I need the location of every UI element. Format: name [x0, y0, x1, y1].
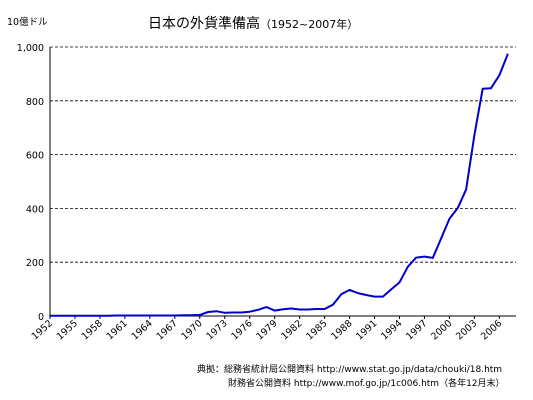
data-point: [115, 314, 118, 317]
y-tick-label: 400: [26, 204, 44, 215]
data-point: [315, 308, 318, 310]
y-tick-label: 0: [38, 312, 44, 323]
data-point: [132, 314, 135, 317]
data-point: [282, 308, 284, 311]
axes: [49, 47, 516, 317]
y-tick-label: 600: [26, 151, 44, 162]
x-tick-label: 2003: [454, 318, 479, 342]
series-group: [49, 53, 509, 317]
data-point: [65, 314, 68, 317]
x-tick-label: 1958: [80, 318, 105, 342]
data-point: [448, 218, 451, 220]
data-point: [265, 306, 268, 308]
data-point: [232, 311, 234, 314]
data-point: [373, 295, 376, 298]
x-tick-label: 1964: [130, 318, 155, 342]
data-point: [273, 309, 276, 312]
x-tick-label: 1970: [179, 318, 204, 342]
data-point: [423, 255, 426, 258]
x-tick-label: 2000: [429, 318, 454, 342]
data-point: [257, 309, 259, 311]
data-point: [456, 207, 459, 209]
series-line: [50, 53, 509, 317]
data-point: [365, 294, 368, 296]
x-tick-label: 1985: [304, 318, 329, 342]
y-tick-label: 1,000: [17, 43, 44, 54]
data-point: [74, 314, 76, 317]
x-axis-ticks: 1952 1955 1958 1961 1964 1967 1970 1973 1976 1979…: [30, 316, 504, 342]
data-point: [473, 134, 476, 136]
data-point: [481, 87, 484, 90]
data-point: [307, 308, 309, 311]
source-line-1: 典拠：総務省統計局公開資料 http://www.stat.go.jp/data…: [197, 363, 502, 375]
data-point: [323, 308, 326, 310]
data-point: [382, 295, 384, 298]
data-point: [49, 314, 51, 317]
data-point: [390, 288, 392, 291]
data-point: [198, 314, 201, 316]
x-tick-label: 1961: [105, 318, 130, 342]
chart-title: 日本の外貨準備高（1952~2007年）: [148, 15, 358, 32]
data-point: [124, 314, 126, 317]
data-point: [190, 314, 193, 316]
x-tick-label: 2006: [479, 318, 504, 342]
data-point: [149, 314, 151, 317]
data-point: [90, 314, 93, 317]
x-tick-label: 1988: [329, 318, 354, 342]
data-point: [182, 314, 184, 316]
data-point: [290, 307, 293, 310]
x-tick-label: 1982: [279, 318, 304, 342]
data-point: [107, 314, 110, 317]
x-tick-label: 1976: [229, 318, 254, 342]
chart-title-suffix: （1952~2007年）: [260, 17, 358, 31]
data-point: [340, 293, 343, 296]
x-tick-label: 1967: [154, 318, 179, 342]
data-point: [248, 310, 251, 313]
chart-title-main: 日本の外貨準備高: [148, 15, 260, 32]
data-point: [165, 314, 168, 317]
x-tick-label: 1994: [379, 318, 404, 342]
data-point: [398, 281, 401, 284]
data-point: [298, 308, 301, 311]
data-point: [465, 188, 467, 191]
y-tick-label: 800: [26, 97, 44, 108]
unit-label: 10億ドル: [7, 16, 48, 28]
x-tick-label: 1991: [354, 318, 379, 342]
y-tick-label: 200: [26, 258, 44, 269]
gridlines: [50, 46, 516, 263]
data-point: [157, 314, 159, 317]
data-point: [431, 257, 434, 259]
data-point: [140, 314, 143, 317]
data-point: [332, 303, 334, 306]
x-tick-label: 1979: [254, 318, 279, 342]
data-point: [82, 314, 85, 317]
x-tick-label: 1973: [204, 318, 229, 342]
y-axis-ticks: 0 200 400 600 800 1,000: [17, 43, 44, 323]
x-tick-label: 1952: [30, 318, 55, 342]
data-point: [57, 314, 60, 317]
data-point: [223, 311, 226, 314]
data-point: [506, 53, 509, 56]
data-point: [99, 314, 101, 317]
data-point: [498, 74, 501, 77]
data-point: [415, 256, 417, 259]
x-tick-label: 1997: [404, 318, 429, 342]
source-line-2: 財務省公開資料 http://www.mof.go.jp/1c006.htm（各…: [228, 377, 505, 389]
data-point: [174, 314, 176, 317]
data-point: [440, 237, 442, 240]
data-point: [215, 310, 218, 312]
data-point: [407, 265, 409, 268]
data-point: [490, 87, 492, 89]
data-point: [207, 311, 209, 313]
data-point: [240, 311, 243, 314]
x-tick-label: 1955: [55, 318, 80, 342]
data-point: [348, 289, 351, 291]
data-point: [357, 292, 359, 294]
